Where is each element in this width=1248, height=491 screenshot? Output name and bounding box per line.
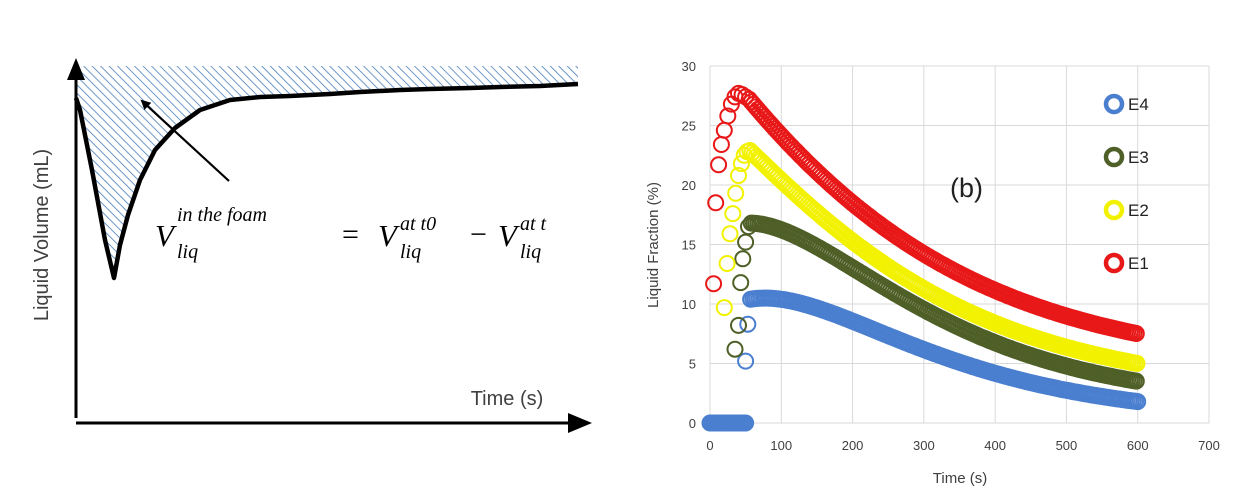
data-series bbox=[701, 84, 1147, 432]
eq-equals: = bbox=[342, 218, 359, 251]
legend-label-e1: E1 bbox=[1128, 254, 1149, 273]
data-point-e1 bbox=[1127, 325, 1145, 342]
data-point-e1 bbox=[792, 147, 809, 165]
data-point-e4 bbox=[1129, 393, 1147, 411]
data-point-e2 bbox=[721, 225, 739, 243]
x-tick-label: 300 bbox=[913, 438, 935, 453]
left-x-axis-title: Time (s) bbox=[471, 388, 544, 410]
data-point-e3 bbox=[732, 274, 750, 292]
data-point-e1 bbox=[712, 136, 730, 153]
x-tick-label: 700 bbox=[1198, 438, 1220, 453]
x-tick-label: 100 bbox=[770, 438, 792, 453]
y-tick-label: 20 bbox=[682, 178, 696, 193]
eq-lhs-sup: in the foam bbox=[177, 204, 267, 226]
series-e2 bbox=[715, 142, 1146, 372]
x-tick-label: 600 bbox=[1127, 438, 1149, 453]
data-point-e4 bbox=[737, 414, 755, 432]
data-point-e3 bbox=[726, 340, 744, 358]
data-point-e1 bbox=[705, 275, 723, 293]
foam-liquid-hatched-area bbox=[76, 66, 578, 278]
data-point-e3 bbox=[737, 233, 755, 251]
data-point-e1 bbox=[710, 156, 728, 174]
eq-lhs-sub: liq bbox=[177, 241, 198, 263]
data-point-e2 bbox=[727, 184, 745, 202]
x-axis-arrow bbox=[568, 413, 592, 433]
series-e1 bbox=[705, 84, 1145, 342]
annotation-pointer-arrow bbox=[140, 99, 230, 182]
data-point-e2 bbox=[715, 299, 733, 317]
legend-label-e3: E3 bbox=[1128, 148, 1149, 167]
data-point-e2 bbox=[1128, 354, 1146, 372]
x-tick-label: 500 bbox=[1056, 438, 1078, 453]
eq-rhs2-sup: at t bbox=[520, 213, 547, 235]
data-point-e4 bbox=[739, 315, 757, 333]
y-tick-label: 15 bbox=[682, 238, 696, 253]
data-point-e2 bbox=[730, 167, 747, 184]
legend: E4 E3 E2 E1 bbox=[1103, 93, 1149, 274]
data-point-e2 bbox=[718, 255, 736, 272]
schematic-panel: Liquid Volume (mL) Time (s) V in the foa… bbox=[31, 58, 592, 433]
data-point-e3 bbox=[730, 316, 747, 334]
eq-rhs1-sub: liq bbox=[400, 241, 421, 263]
y-axis-arrow bbox=[67, 58, 85, 80]
series-e4 bbox=[701, 289, 1147, 432]
data-point-e3 bbox=[734, 250, 752, 268]
y-tick-label: 25 bbox=[682, 119, 696, 134]
x-tick-label: 400 bbox=[984, 438, 1006, 453]
data-point-e2 bbox=[724, 205, 742, 223]
eq-rhs1-sup: at t0 bbox=[400, 213, 436, 235]
legend-marker-e4 bbox=[1103, 93, 1125, 115]
data-point-e1 bbox=[707, 194, 725, 212]
data-point-e4 bbox=[737, 352, 755, 370]
liquid-volume-curve bbox=[73, 81, 579, 281]
right-x-axis-title: Time (s) bbox=[933, 470, 987, 487]
eq-lhs-base: V bbox=[155, 218, 177, 253]
y-tick-label: 0 bbox=[689, 416, 696, 431]
legend-marker-e3 bbox=[1103, 146, 1125, 168]
legend-marker-e1 bbox=[1103, 252, 1125, 274]
y-tick-label: 30 bbox=[682, 59, 696, 74]
eq-rhs2-sub: liq bbox=[520, 241, 541, 263]
y-tick-label: 10 bbox=[682, 297, 696, 312]
x-tick-label: 200 bbox=[842, 438, 864, 453]
equation: V in the foam liq = V at t0 liq − V at t… bbox=[155, 204, 547, 263]
y-tick-label: 5 bbox=[689, 357, 696, 372]
data-point-e3 bbox=[1127, 372, 1145, 390]
panel-label: (b) bbox=[950, 173, 983, 203]
left-y-axis-title: Liquid Volume (mL) bbox=[31, 149, 53, 321]
series-e3 bbox=[726, 214, 1145, 390]
eq-rhs1-base: V bbox=[378, 218, 400, 253]
x-tick-label: 0 bbox=[706, 438, 713, 453]
data-point-e1 bbox=[719, 107, 737, 125]
right-y-axis-title: Liquid Fraction (%) bbox=[645, 182, 662, 308]
eq-minus: − bbox=[470, 218, 487, 251]
legend-label-e4: E4 bbox=[1128, 95, 1149, 114]
eq-rhs2-base: V bbox=[498, 218, 520, 253]
legend-marker-e2 bbox=[1103, 199, 1125, 221]
legend-label-e2: E2 bbox=[1128, 201, 1149, 220]
